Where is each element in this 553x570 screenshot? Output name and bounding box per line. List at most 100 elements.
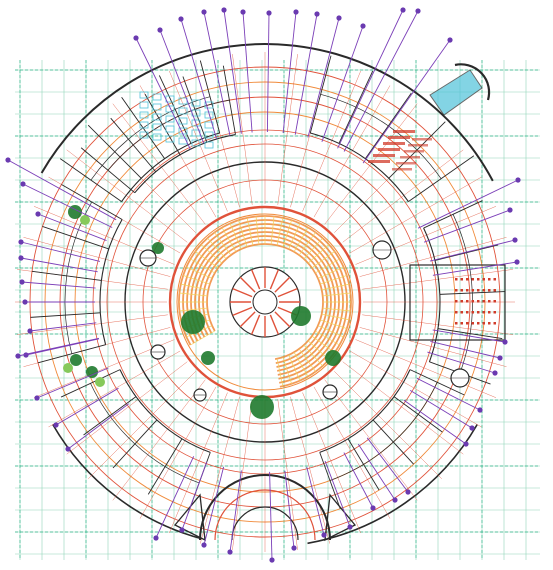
red-seating-row xyxy=(404,150,424,153)
east-wing-seat xyxy=(488,300,491,303)
leader-line xyxy=(306,466,325,536)
radial-gridline xyxy=(112,103,206,225)
leader-bubble xyxy=(266,10,272,16)
seating-cell xyxy=(204,101,214,109)
east-wing-seat xyxy=(460,278,463,281)
terrace-divider xyxy=(288,223,301,250)
radial-gridline xyxy=(362,314,513,335)
east-wing-seat xyxy=(466,300,469,303)
central-atrium xyxy=(63,205,470,419)
leader-bubble xyxy=(515,177,521,183)
radial-gridline xyxy=(17,314,168,335)
leader-line xyxy=(180,18,218,140)
leader-line xyxy=(67,403,130,450)
hub-spoke xyxy=(239,311,256,328)
east-wing-seat xyxy=(488,311,491,314)
room-wall xyxy=(80,147,136,194)
seating-cell xyxy=(139,131,149,139)
terrace-divider xyxy=(320,319,347,329)
hub-spoke xyxy=(274,276,291,293)
leader-bubble xyxy=(53,422,59,428)
leader-bubble xyxy=(336,15,342,21)
east-wing-seat xyxy=(460,311,463,314)
annotation-leaders xyxy=(5,7,521,563)
outer-wall-arc-south xyxy=(307,424,478,545)
hub-core xyxy=(252,289,278,315)
terrace-divider xyxy=(270,216,275,245)
radial-gridline xyxy=(334,371,442,479)
leader-line xyxy=(20,241,101,262)
east-wing-seat xyxy=(466,311,469,314)
terrace-divider xyxy=(303,344,323,367)
terrace-divider xyxy=(179,292,208,297)
radial-gridline xyxy=(324,103,418,225)
terrace-divider xyxy=(298,232,316,256)
radial-gridline xyxy=(313,85,391,218)
east-wing-seat xyxy=(471,278,474,281)
terrace-divider xyxy=(190,258,215,274)
leader-bubble xyxy=(392,497,398,503)
leader-line xyxy=(366,437,409,493)
leader-bubble xyxy=(15,353,21,359)
leader-bubble xyxy=(415,8,421,14)
east-wing-seat xyxy=(482,322,485,325)
terrace-divider xyxy=(200,244,223,264)
leader-bubble xyxy=(291,545,297,551)
east-wing-seat xyxy=(471,300,474,303)
planting-tree xyxy=(152,242,164,254)
seating-cell xyxy=(165,125,175,133)
east-wing-seat xyxy=(482,289,485,292)
leader-bubble xyxy=(405,489,411,495)
leader-line xyxy=(29,322,97,332)
east-wing-seat xyxy=(477,322,480,325)
east-wing-seat xyxy=(466,278,469,281)
leader-line xyxy=(423,209,511,243)
room-wall xyxy=(409,369,465,396)
terrace-step xyxy=(186,223,344,380)
radial-gridline xyxy=(355,339,497,398)
planting-tree xyxy=(325,350,341,366)
leader-bubble xyxy=(314,11,320,17)
east-wing-seat xyxy=(455,278,458,281)
radial-gridline xyxy=(277,54,298,205)
planting-tree xyxy=(68,205,82,219)
terrace-divider xyxy=(180,283,209,291)
east-wing-seat xyxy=(493,300,496,303)
planting-tree xyxy=(86,366,98,378)
leader-bubble xyxy=(18,255,24,261)
east-wing-seat xyxy=(455,322,458,325)
leader-line xyxy=(155,456,195,539)
red-seating-row xyxy=(378,148,400,151)
east-wing-seat xyxy=(471,311,474,314)
radial-gridline xyxy=(139,386,217,519)
red-seating-row xyxy=(408,144,428,147)
leader-line xyxy=(429,239,516,262)
room-wall-arc xyxy=(319,369,411,453)
terrace-divider xyxy=(190,330,215,346)
seating-cell xyxy=(139,91,149,99)
east-wing-seat xyxy=(471,289,474,292)
leader-line xyxy=(22,183,113,228)
seating-cell xyxy=(139,101,149,109)
leader-bubble xyxy=(178,16,184,22)
south-entrance-arc xyxy=(199,474,331,541)
leader-line xyxy=(229,470,242,553)
room-wall-arc xyxy=(452,214,473,374)
terrace-divider xyxy=(255,216,260,245)
planting-shrub xyxy=(63,363,73,373)
leader-line xyxy=(21,281,96,289)
radial-gridline xyxy=(302,70,361,212)
radial-gridline xyxy=(66,149,188,243)
leader-line xyxy=(181,461,208,531)
leader-bubble xyxy=(133,35,139,41)
radial-gridline xyxy=(23,237,171,277)
east-wing-seat xyxy=(493,289,496,292)
terrace-divider xyxy=(246,217,254,246)
terrace-step xyxy=(190,227,340,376)
terrace-divider xyxy=(307,244,330,264)
leader-bubble xyxy=(360,23,366,29)
room-wall-arc xyxy=(121,132,220,202)
seating-cell xyxy=(204,121,214,129)
hub-spoke xyxy=(277,287,298,298)
seating-cell xyxy=(139,111,149,119)
